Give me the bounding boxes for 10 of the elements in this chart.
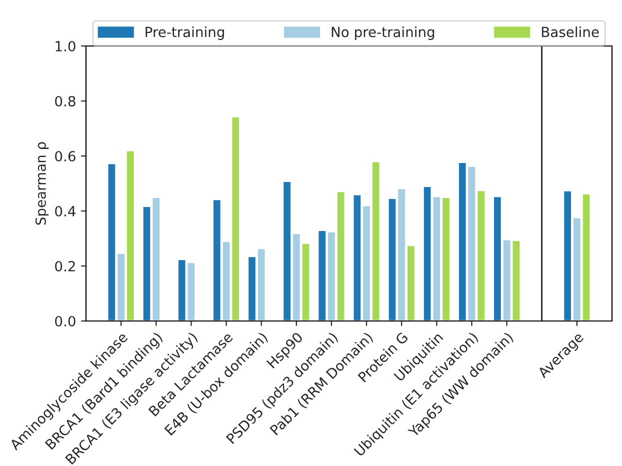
legend-label: Pre-training — [146, 26, 224, 40]
y-tick-label: 0.6 — [55, 150, 76, 162]
y-tick-label: 1.0 — [56, 40, 76, 52]
y-tick-label: 0.4 — [55, 206, 76, 216]
legend-label: Baseline — [542, 26, 599, 38]
y-tick-label: 0.0 — [55, 316, 76, 326]
y-axis-title: Spearman ρ — [35, 142, 49, 225]
y-tick-label: 0.8 — [55, 96, 76, 106]
legend-label: No pre-training — [332, 26, 434, 40]
y-tick-label: 0.2 — [55, 260, 75, 272]
